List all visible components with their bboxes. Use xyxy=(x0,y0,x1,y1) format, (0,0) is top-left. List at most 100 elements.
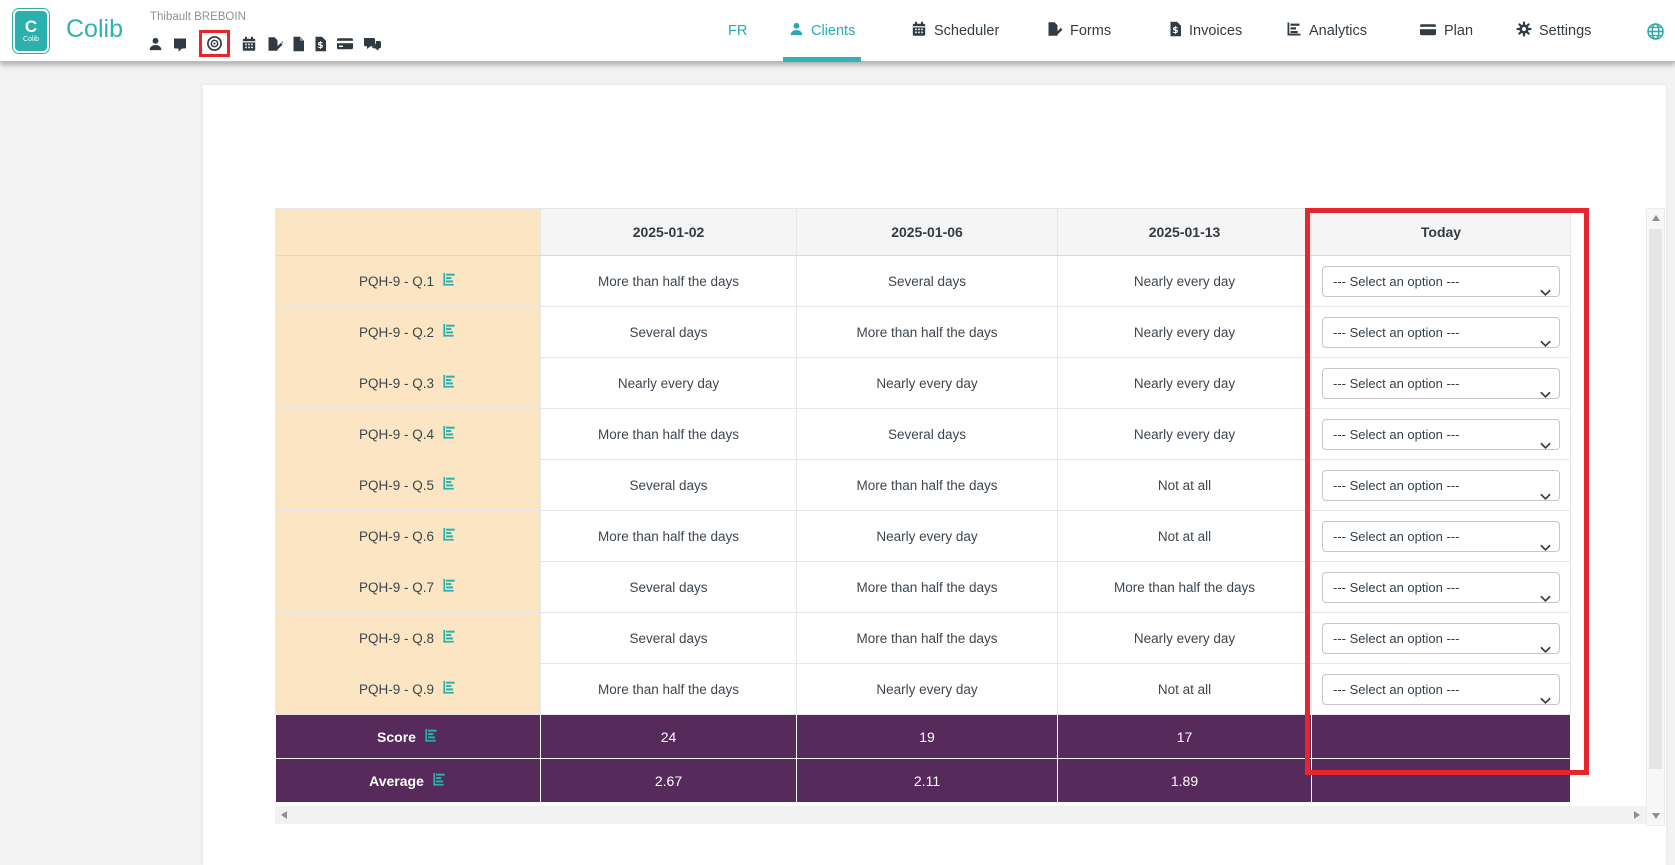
question-label: PQH-9 - Q.9 xyxy=(358,681,434,697)
question-label: PQH-9 - Q.3 xyxy=(358,375,434,391)
score-label-cell: Score xyxy=(275,714,541,759)
today-answer-select[interactable]: --- Select an option --- xyxy=(1322,265,1560,297)
file-icon[interactable] xyxy=(292,36,305,52)
today-select-cell: --- Select an option --- xyxy=(1311,663,1571,715)
today-answer-select[interactable]: --- Select an option --- xyxy=(1322,622,1560,654)
header-cell-date-1: 2025-01-02 xyxy=(540,208,797,256)
answer-cell: More than half the days xyxy=(540,510,797,562)
annotation-red-box-target-icon xyxy=(199,30,230,57)
user-icon[interactable] xyxy=(148,36,163,52)
today-select-cell: --- Select an option --- xyxy=(1311,459,1571,511)
header-cell-today: Today xyxy=(1311,208,1571,256)
client-toolbar: $ xyxy=(148,30,382,57)
target-icon[interactable] xyxy=(206,35,223,52)
horizontal-bar-chart-icon[interactable] xyxy=(442,527,457,545)
nav-language-fr[interactable]: FR xyxy=(722,0,753,62)
table-row: PQH-9 - Q.8 Several days More than half … xyxy=(275,612,1571,664)
calendar-icon[interactable] xyxy=(241,36,257,52)
nav-tab-analytics[interactable]: Analytics xyxy=(1280,0,1373,62)
today-answer-select[interactable]: --- Select an option --- xyxy=(1322,418,1560,450)
score-value: 17 xyxy=(1057,714,1312,759)
today-answer-select[interactable]: --- Select an option --- xyxy=(1322,367,1560,399)
scroll-left-arrow-icon[interactable] xyxy=(281,810,287,819)
scores-goals-card: Scores/Goals 2025-01-02 2025-01-06 2025-… xyxy=(203,85,1666,865)
note-icon[interactable] xyxy=(172,36,188,52)
horizontal-bar-chart-icon[interactable] xyxy=(442,374,457,392)
scroll-right-arrow-icon[interactable] xyxy=(1634,810,1640,819)
file-invoice-dollar-icon: $ xyxy=(1169,21,1182,41)
answer-cell: Nearly every day xyxy=(540,357,797,409)
answer-cell: Nearly every day xyxy=(796,510,1058,562)
table-row: PQH-9 - Q.7 Several days More than half … xyxy=(275,561,1571,613)
scroll-down-arrow-icon[interactable] xyxy=(1652,813,1660,819)
question-label-cell: PQH-9 - Q.8 xyxy=(275,612,541,664)
average-row: Average 2.67 2.11 1.89 xyxy=(275,758,1571,803)
horizontal-bar-chart-icon[interactable] xyxy=(442,323,457,341)
today-answer-select[interactable]: --- Select an option --- xyxy=(1322,520,1560,552)
answer-cell: Not at all xyxy=(1057,663,1312,715)
horizontal-bar-chart-icon[interactable] xyxy=(442,272,457,290)
today-answer-select[interactable]: --- Select an option --- xyxy=(1322,673,1560,705)
logo-letter: C xyxy=(24,17,38,36)
today-answer-select[interactable]: --- Select an option --- xyxy=(1322,571,1560,603)
nav-tab-scheduler[interactable]: Scheduler xyxy=(905,0,1005,62)
nav-tab-clients[interactable]: Clients xyxy=(783,0,862,62)
question-label: PQH-9 - Q.1 xyxy=(358,273,434,289)
colib-logo[interactable]: C Colib xyxy=(12,8,50,54)
question-label-cell: PQH-9 - Q.5 xyxy=(275,459,541,511)
globe-icon[interactable] xyxy=(1640,0,1671,62)
score-row-label: Score xyxy=(377,728,416,745)
nav-label: Invoices xyxy=(1189,23,1243,39)
header-cell-empty xyxy=(275,208,541,256)
nav-tab-forms[interactable]: Forms xyxy=(1040,0,1117,62)
question-label: PQH-9 - Q.8 xyxy=(358,630,434,646)
file-signature-icon[interactable] xyxy=(266,36,283,52)
table-row: PQH-9 - Q.9 More than half the days Near… xyxy=(275,663,1571,715)
today-answer-select[interactable]: --- Select an option --- xyxy=(1322,469,1560,501)
gear-icon xyxy=(1516,21,1532,41)
horizontal-bar-chart-icon[interactable] xyxy=(442,680,457,698)
answer-cell: More than half the days xyxy=(796,561,1058,613)
file-invoice-dollar-icon[interactable]: $ xyxy=(314,36,327,52)
average-value: 1.89 xyxy=(1057,758,1312,803)
chart-bar-icon xyxy=(1286,21,1302,41)
answer-cell: Several days xyxy=(540,306,797,358)
nav-tab-invoices[interactable]: $ Invoices xyxy=(1163,0,1248,62)
vertical-scrollbar-thumb[interactable] xyxy=(1649,229,1662,769)
nav-label: Clients xyxy=(811,23,856,39)
question-label-cell: PQH-9 - Q.9 xyxy=(275,663,541,715)
answer-cell: Nearly every day xyxy=(1057,306,1312,358)
question-label: PQH-9 - Q.4 xyxy=(358,426,434,442)
horizontal-bar-chart-icon[interactable] xyxy=(442,629,457,647)
main-navigation: FR Clients Scheduler Forms $ Invoices An… xyxy=(0,0,1675,62)
vertical-scrollbar[interactable] xyxy=(1646,208,1665,826)
table-row: PQH-9 - Q.3 Nearly every day Nearly ever… xyxy=(275,357,1571,409)
horizontal-bar-chart-icon[interactable] xyxy=(432,772,447,790)
answer-cell: More than half the days xyxy=(796,306,1058,358)
horizontal-bar-chart-icon[interactable] xyxy=(424,728,439,746)
nav-tab-settings[interactable]: Settings xyxy=(1510,0,1597,62)
horizontal-scrollbar[interactable] xyxy=(275,806,1646,824)
answer-cell: Nearly every day xyxy=(1057,408,1312,460)
nav-tab-plan[interactable]: Plan xyxy=(1413,0,1479,62)
horizontal-bar-chart-icon[interactable] xyxy=(442,425,457,443)
score-today-empty-cell xyxy=(1311,714,1571,759)
average-row-label: Average xyxy=(369,772,424,789)
top-navigation-bar: C Colib Colib Thibault BREBOIN $ xyxy=(0,0,1675,62)
answer-cell: Several days xyxy=(540,612,797,664)
svg-text:$: $ xyxy=(1172,26,1178,36)
comments-icon[interactable] xyxy=(363,36,382,52)
answer-cell: Several days xyxy=(540,561,797,613)
question-label-cell: PQH-9 - Q.6 xyxy=(275,510,541,562)
question-label: PQH-9 - Q.7 xyxy=(358,579,434,595)
answer-cell: More than half the days xyxy=(540,663,797,715)
today-answer-select[interactable]: --- Select an option --- xyxy=(1322,316,1560,348)
question-label-cell: PQH-9 - Q.2 xyxy=(275,306,541,358)
scores-table: 2025-01-02 2025-01-06 2025-01-13 Today P… xyxy=(275,208,1571,803)
horizontal-bar-chart-icon[interactable] xyxy=(442,476,457,494)
nav-label: Scheduler xyxy=(934,23,1000,39)
credit-card-icon[interactable] xyxy=(336,36,354,51)
answer-cell: More than half the days xyxy=(540,408,797,460)
scroll-up-arrow-icon[interactable] xyxy=(1652,215,1660,221)
horizontal-bar-chart-icon[interactable] xyxy=(442,578,457,596)
